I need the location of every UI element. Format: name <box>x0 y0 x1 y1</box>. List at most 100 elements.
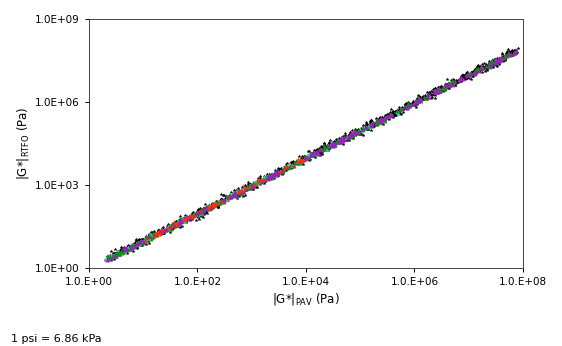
PG 70 <box>348 133 357 138</box>
PG 70 <box>123 246 132 251</box>
Measured <box>234 191 243 196</box>
Measured <box>285 161 294 167</box>
Measured <box>190 212 199 218</box>
Measured <box>474 63 483 68</box>
Measured <box>452 79 461 85</box>
PG 82 <box>183 217 192 222</box>
PG 70 <box>306 152 315 158</box>
Measured <box>493 63 502 69</box>
Measured <box>192 208 201 214</box>
PG 70 <box>392 109 401 115</box>
Measured <box>355 127 364 132</box>
Measured <box>175 217 184 223</box>
Measured <box>103 254 112 260</box>
Measured <box>463 72 472 78</box>
Measured <box>158 230 167 235</box>
PG 82 <box>171 221 180 226</box>
Measured <box>406 101 415 107</box>
PG 82 <box>125 246 134 252</box>
PG 70 <box>155 230 164 236</box>
PG 58 <box>133 240 142 245</box>
PG 64 <box>182 215 191 221</box>
PG 76 <box>165 224 174 229</box>
Measured <box>360 125 369 130</box>
Measured <box>287 165 296 170</box>
Measured <box>296 158 305 163</box>
Measured <box>133 237 142 243</box>
PG 70 <box>156 227 165 233</box>
PG 82 <box>229 191 238 197</box>
PG 76 <box>111 254 120 259</box>
PG 70 <box>149 232 158 238</box>
PG 82 <box>157 229 166 235</box>
PG 70 <box>367 121 376 127</box>
Measured <box>288 159 297 164</box>
Measured <box>254 179 263 184</box>
PG 82 <box>432 90 441 95</box>
PG 58 <box>256 180 265 185</box>
PG 70 <box>311 149 320 155</box>
Measured <box>360 125 369 131</box>
Measured <box>399 104 408 110</box>
Measured <box>279 169 288 174</box>
Measured <box>510 47 519 53</box>
PG 76 <box>442 82 451 88</box>
PG 70 <box>142 236 151 242</box>
PG 76 <box>353 128 362 133</box>
Measured <box>456 74 465 80</box>
Measured <box>443 85 452 91</box>
Measured <box>400 101 409 107</box>
Measured <box>463 70 472 76</box>
Measured <box>178 218 187 223</box>
Measured <box>377 117 386 123</box>
PG 76 <box>149 234 158 239</box>
PG 82 <box>355 129 364 134</box>
PG 70 <box>285 161 294 167</box>
PG 76 <box>267 172 276 178</box>
Measured <box>324 145 333 151</box>
Measured <box>255 178 264 184</box>
Measured <box>255 179 264 184</box>
PG 76 <box>176 217 185 222</box>
Measured <box>501 53 510 58</box>
Measured <box>356 130 365 136</box>
PG 82 <box>263 175 272 181</box>
Measured <box>296 160 305 165</box>
Measured <box>296 159 305 165</box>
Measured <box>320 145 329 151</box>
Measured <box>411 99 420 105</box>
PG 82 <box>367 120 376 126</box>
PG 82 <box>270 172 279 177</box>
Measured <box>508 52 517 57</box>
Measured <box>272 170 281 175</box>
PG 64 <box>209 203 218 208</box>
PG 76 <box>242 186 251 192</box>
Measured <box>501 57 510 62</box>
PG 82 <box>380 115 389 120</box>
Measured <box>388 111 397 117</box>
PG 58 <box>190 211 199 217</box>
Measured <box>362 121 371 127</box>
PG 70 <box>135 241 144 247</box>
PG 82 <box>217 198 226 203</box>
PG 58 <box>140 238 149 244</box>
PG 58 <box>185 215 194 221</box>
Measured <box>378 115 387 121</box>
PG 70 <box>148 233 157 239</box>
PG 70 <box>393 108 402 113</box>
Measured <box>166 225 175 230</box>
PG 70 <box>178 219 187 225</box>
PG 70 <box>302 153 311 158</box>
Measured <box>420 93 429 98</box>
Measured <box>345 135 353 140</box>
Measured <box>352 130 361 136</box>
PG 82 <box>361 125 370 130</box>
PG 64 <box>157 228 166 233</box>
Measured <box>315 148 324 154</box>
Measured <box>178 218 187 224</box>
Measured <box>131 239 140 245</box>
PG 58 <box>229 193 238 199</box>
Measured <box>171 222 180 227</box>
PG 70 <box>329 142 338 147</box>
Measured <box>311 147 320 153</box>
